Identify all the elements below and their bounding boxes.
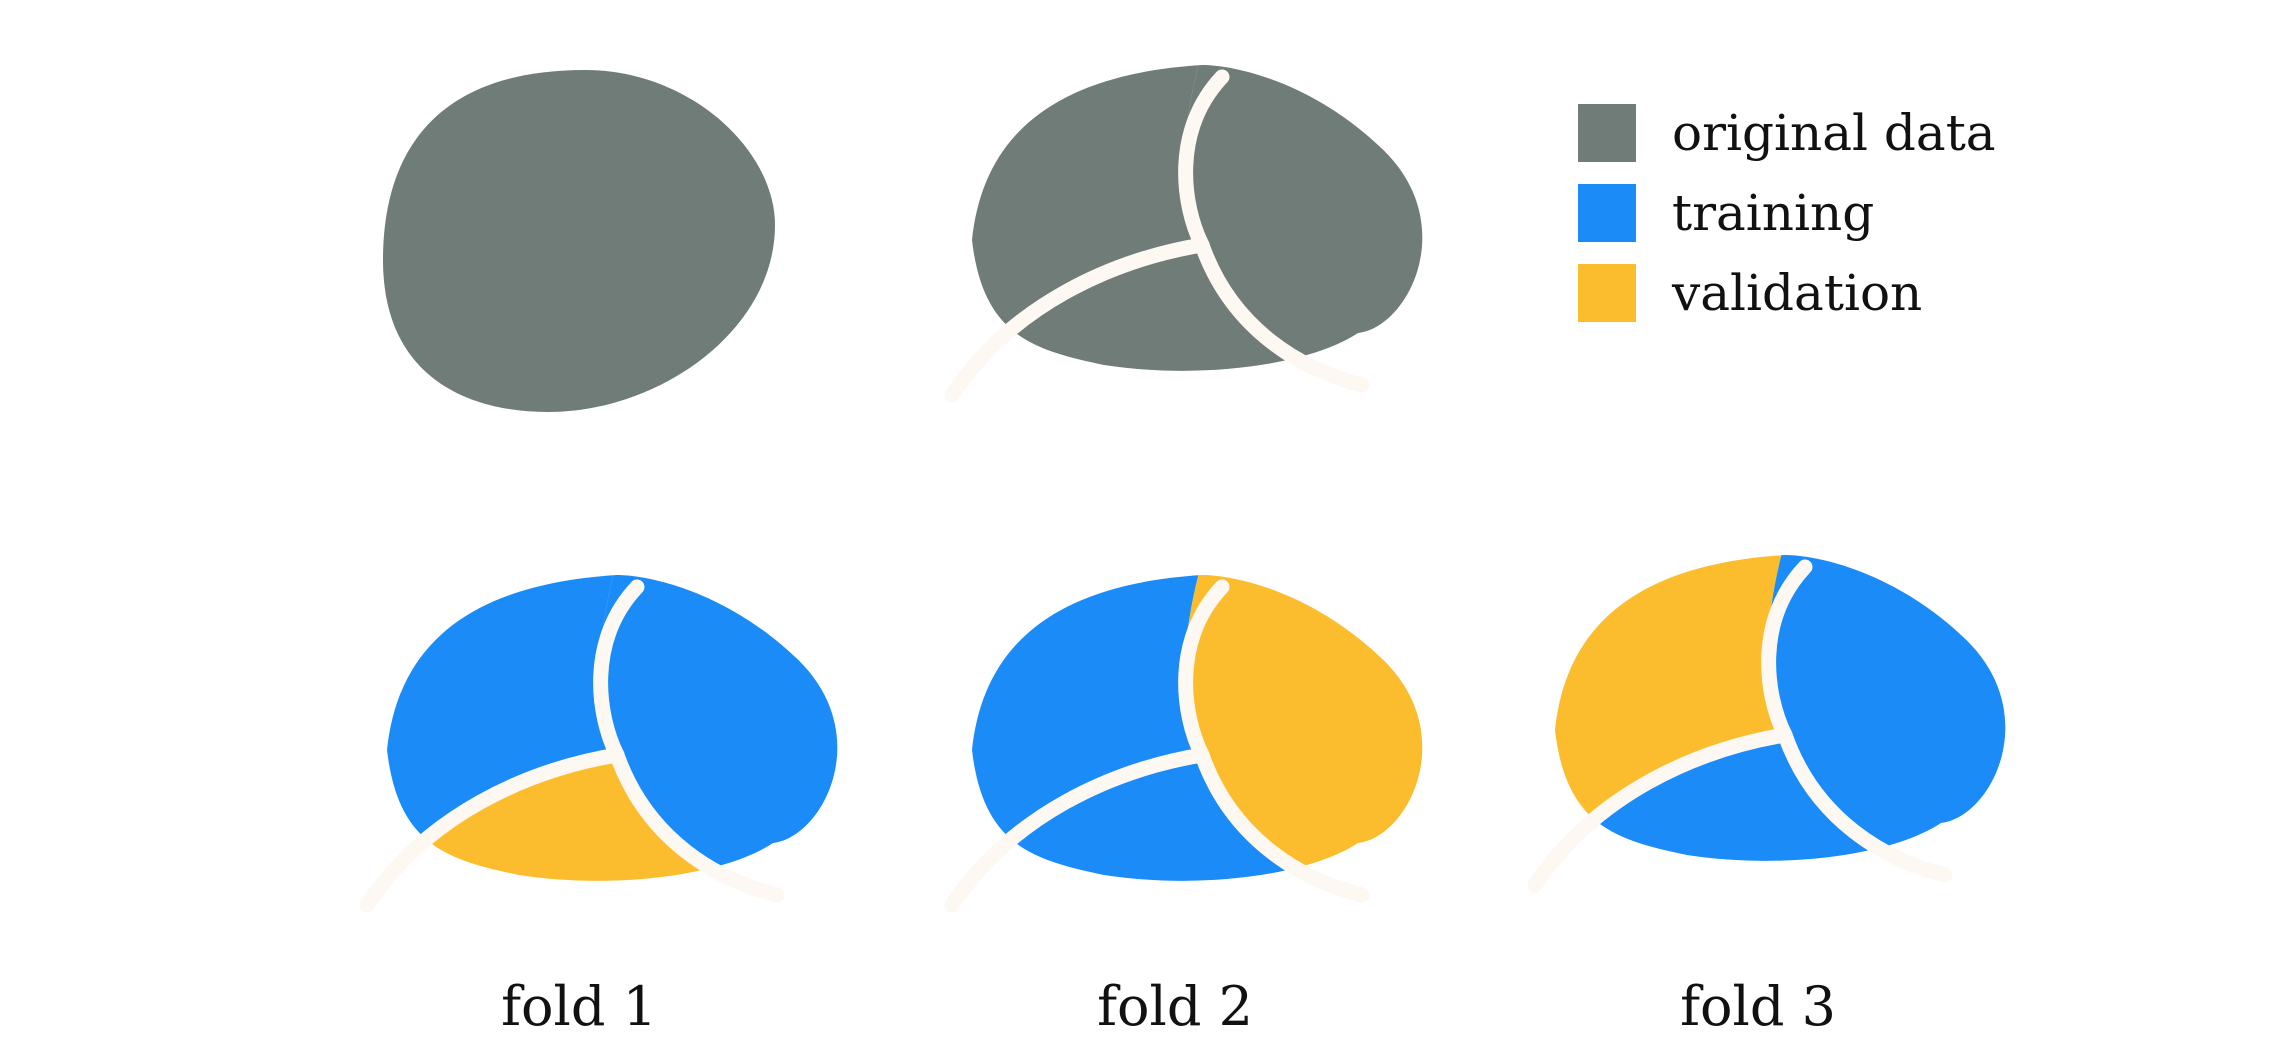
- legend-item-validation: validation: [1578, 264, 1996, 322]
- partitioned-data-blob: [952, 65, 1423, 395]
- legend: original data training validation: [1578, 104, 1996, 344]
- legend-swatch-validation: [1578, 264, 1636, 322]
- fold-2-label: fold 2: [1097, 975, 1253, 1038]
- legend-swatch-training: [1578, 184, 1636, 242]
- fold-1-label: fold 1: [501, 975, 657, 1038]
- fold-3-blob: [1535, 555, 2006, 885]
- fold-2-blob: [952, 575, 1423, 905]
- legend-label-original: original data: [1672, 104, 1996, 162]
- legend-item-original: original data: [1578, 104, 1996, 162]
- fold-3-label: fold 3: [1680, 975, 1836, 1038]
- legend-label-training: training: [1672, 184, 1875, 242]
- legend-swatch-original: [1578, 104, 1636, 162]
- original-data-blob: [383, 70, 775, 412]
- fold-1-blob: [367, 575, 838, 905]
- legend-item-training: training: [1578, 184, 1996, 242]
- legend-label-validation: validation: [1672, 264, 1923, 322]
